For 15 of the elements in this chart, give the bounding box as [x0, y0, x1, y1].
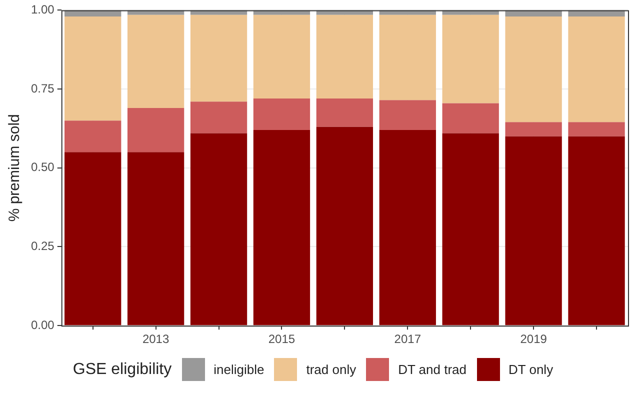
y-tick-label: 1.00	[30, 2, 55, 17]
legend-label: trad only	[306, 362, 356, 377]
x-tick-label: 2017	[394, 332, 422, 346]
legend-label: DT and trad	[398, 362, 467, 377]
y-axis-title: % premium sold	[6, 114, 24, 222]
y-tick-label: 0.25	[30, 239, 55, 254]
legend-label: ineligible	[214, 362, 264, 377]
legend-label: DT only	[508, 362, 554, 377]
legend-title: GSE eligibility	[72, 360, 172, 378]
y-tick-label: 0.00	[30, 318, 55, 332]
y-tick-label: 0.75	[30, 81, 55, 96]
y-tick-label: 0.50	[30, 160, 55, 174]
x-tick-label: 2019	[520, 332, 548, 346]
x-tick-label: 2015	[268, 332, 296, 346]
x-tick-label: 2013	[142, 332, 170, 346]
